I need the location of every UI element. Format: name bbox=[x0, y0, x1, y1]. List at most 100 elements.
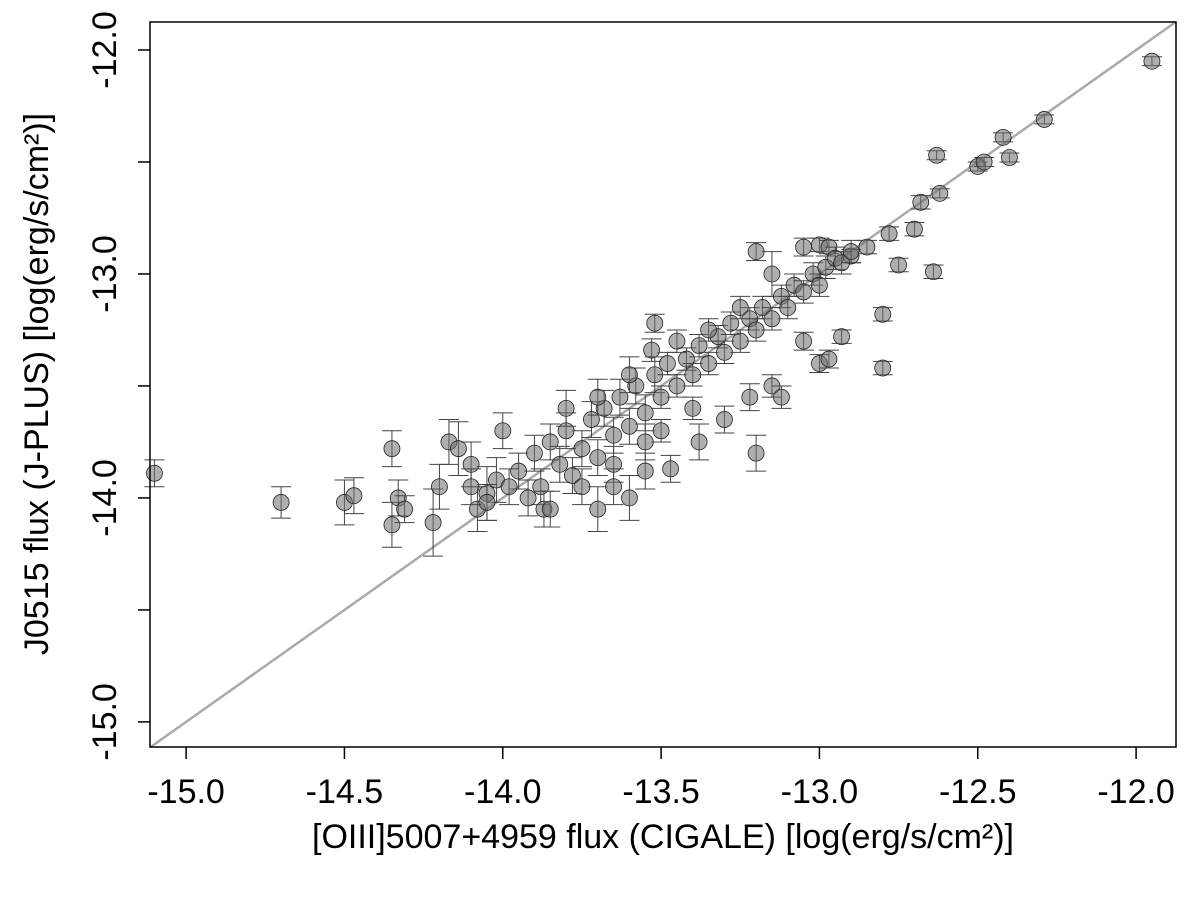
x-tick-label: -13.0 bbox=[781, 773, 859, 811]
point bbox=[611, 388, 629, 406]
point bbox=[925, 263, 942, 281]
point bbox=[541, 433, 559, 451]
point bbox=[532, 478, 550, 496]
point bbox=[668, 377, 686, 395]
point bbox=[741, 388, 759, 406]
point bbox=[621, 417, 638, 435]
point bbox=[662, 460, 679, 478]
point bbox=[684, 366, 702, 384]
y-tick-label: -13.0 bbox=[86, 235, 124, 313]
x-tick-label: -13.5 bbox=[622, 773, 700, 811]
point bbox=[731, 332, 749, 350]
point bbox=[621, 366, 638, 384]
point bbox=[912, 193, 930, 211]
plot-frame bbox=[149, 21, 1177, 748]
point bbox=[975, 153, 993, 171]
point bbox=[880, 225, 898, 243]
point bbox=[842, 243, 860, 260]
point bbox=[731, 299, 749, 316]
point bbox=[811, 276, 828, 294]
point bbox=[779, 299, 797, 316]
point bbox=[659, 355, 676, 372]
point bbox=[874, 359, 892, 377]
point bbox=[589, 449, 607, 467]
point bbox=[636, 462, 654, 480]
point bbox=[564, 467, 581, 484]
x-tick-label: -14.0 bbox=[464, 773, 542, 811]
point bbox=[795, 332, 812, 350]
point bbox=[890, 256, 907, 274]
y-tick-label: -15.0 bbox=[86, 683, 124, 761]
point bbox=[820, 350, 838, 368]
point bbox=[906, 220, 923, 238]
point bbox=[589, 500, 607, 518]
point bbox=[763, 265, 781, 283]
point bbox=[652, 388, 670, 406]
point bbox=[643, 341, 660, 359]
point bbox=[795, 238, 812, 256]
point bbox=[583, 411, 600, 428]
y-tick-label: -12.0 bbox=[86, 11, 124, 89]
point bbox=[747, 243, 765, 260]
point bbox=[747, 321, 765, 339]
point bbox=[526, 444, 543, 462]
point bbox=[500, 478, 518, 496]
point bbox=[478, 494, 496, 511]
point bbox=[1035, 111, 1053, 128]
point bbox=[573, 440, 591, 458]
point bbox=[541, 500, 559, 518]
y-tick-label: -14.0 bbox=[86, 459, 124, 537]
point bbox=[383, 516, 401, 534]
point bbox=[833, 328, 850, 346]
point bbox=[510, 462, 527, 480]
point bbox=[272, 494, 290, 511]
point bbox=[605, 478, 622, 496]
point bbox=[1001, 149, 1018, 166]
point bbox=[722, 314, 740, 332]
point bbox=[690, 337, 708, 355]
point bbox=[773, 388, 790, 406]
point bbox=[396, 500, 414, 518]
point bbox=[763, 310, 781, 328]
y-axis-title: J0515 flux (J-PLUS) [log(erg/s/cm²)] bbox=[18, 113, 56, 655]
point bbox=[716, 343, 733, 361]
point bbox=[928, 146, 945, 164]
point bbox=[684, 399, 702, 417]
point bbox=[716, 411, 733, 428]
point bbox=[994, 128, 1012, 146]
point bbox=[747, 444, 765, 462]
point bbox=[450, 440, 467, 458]
x-tick-label: -12.5 bbox=[939, 773, 1017, 811]
point bbox=[931, 184, 949, 202]
x-tick-label: -14.5 bbox=[306, 773, 384, 811]
point bbox=[700, 321, 717, 339]
point bbox=[858, 238, 876, 256]
point bbox=[678, 350, 695, 368]
point bbox=[557, 399, 575, 417]
x-tick-label: -15.0 bbox=[147, 773, 225, 811]
point bbox=[424, 514, 442, 531]
point bbox=[605, 426, 622, 444]
point bbox=[690, 433, 708, 451]
point bbox=[383, 440, 401, 458]
point bbox=[519, 489, 537, 507]
point bbox=[551, 455, 569, 473]
point bbox=[345, 487, 363, 505]
point bbox=[636, 404, 654, 422]
point bbox=[621, 489, 638, 507]
x-axis-title: [OIII]5007+4959 flux (CIGALE) [log(erg/s… bbox=[312, 818, 1014, 856]
point bbox=[1143, 52, 1161, 70]
point bbox=[795, 283, 812, 301]
point bbox=[668, 332, 686, 350]
point bbox=[431, 478, 448, 496]
point bbox=[652, 422, 670, 440]
point bbox=[700, 355, 717, 372]
point bbox=[874, 305, 892, 323]
point bbox=[589, 388, 607, 406]
point bbox=[636, 433, 654, 451]
point bbox=[573, 478, 591, 496]
point bbox=[494, 422, 512, 440]
point bbox=[646, 314, 664, 332]
